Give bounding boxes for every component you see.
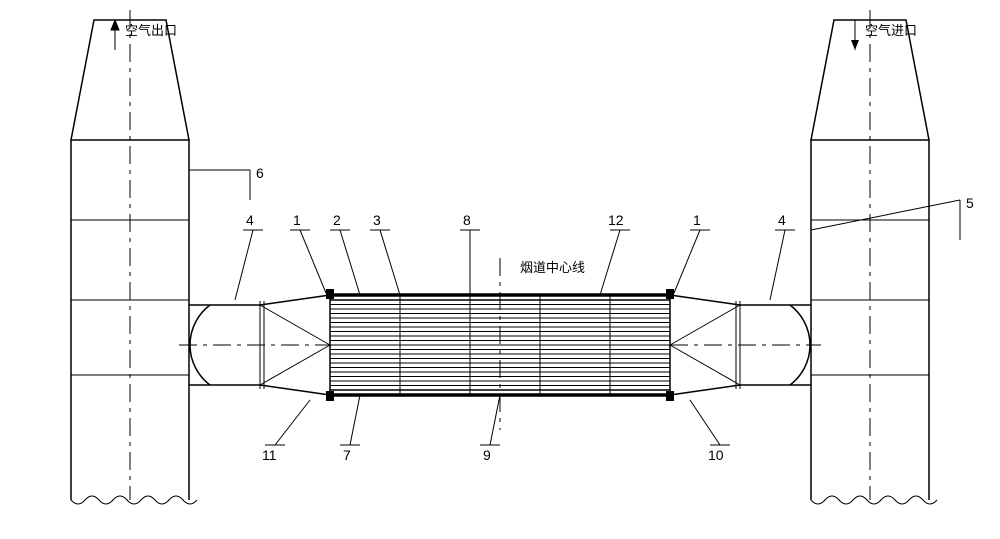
callout-4-right: 4 (778, 212, 786, 228)
label-air-out: 空气出口 (125, 23, 177, 38)
callout-7: 7 (343, 447, 351, 463)
callout-11: 11 (262, 447, 277, 463)
callout-2: 2 (333, 212, 341, 228)
callout-5: 5 (966, 195, 974, 211)
callout-12: 12 (608, 212, 624, 228)
label-flue-center: 烟道中心线 (520, 260, 585, 275)
callout-9: 9 (483, 447, 491, 463)
callout-4-left: 4 (246, 212, 254, 228)
callout-10: 10 (708, 447, 724, 463)
callout-1-left: 1 (293, 212, 301, 228)
callout-8: 8 (463, 212, 471, 228)
callout-6: 6 (256, 165, 264, 181)
label-air-in: 空气进口 (865, 23, 917, 38)
callout-1-right: 1 (693, 212, 701, 228)
callout-3: 3 (373, 212, 381, 228)
